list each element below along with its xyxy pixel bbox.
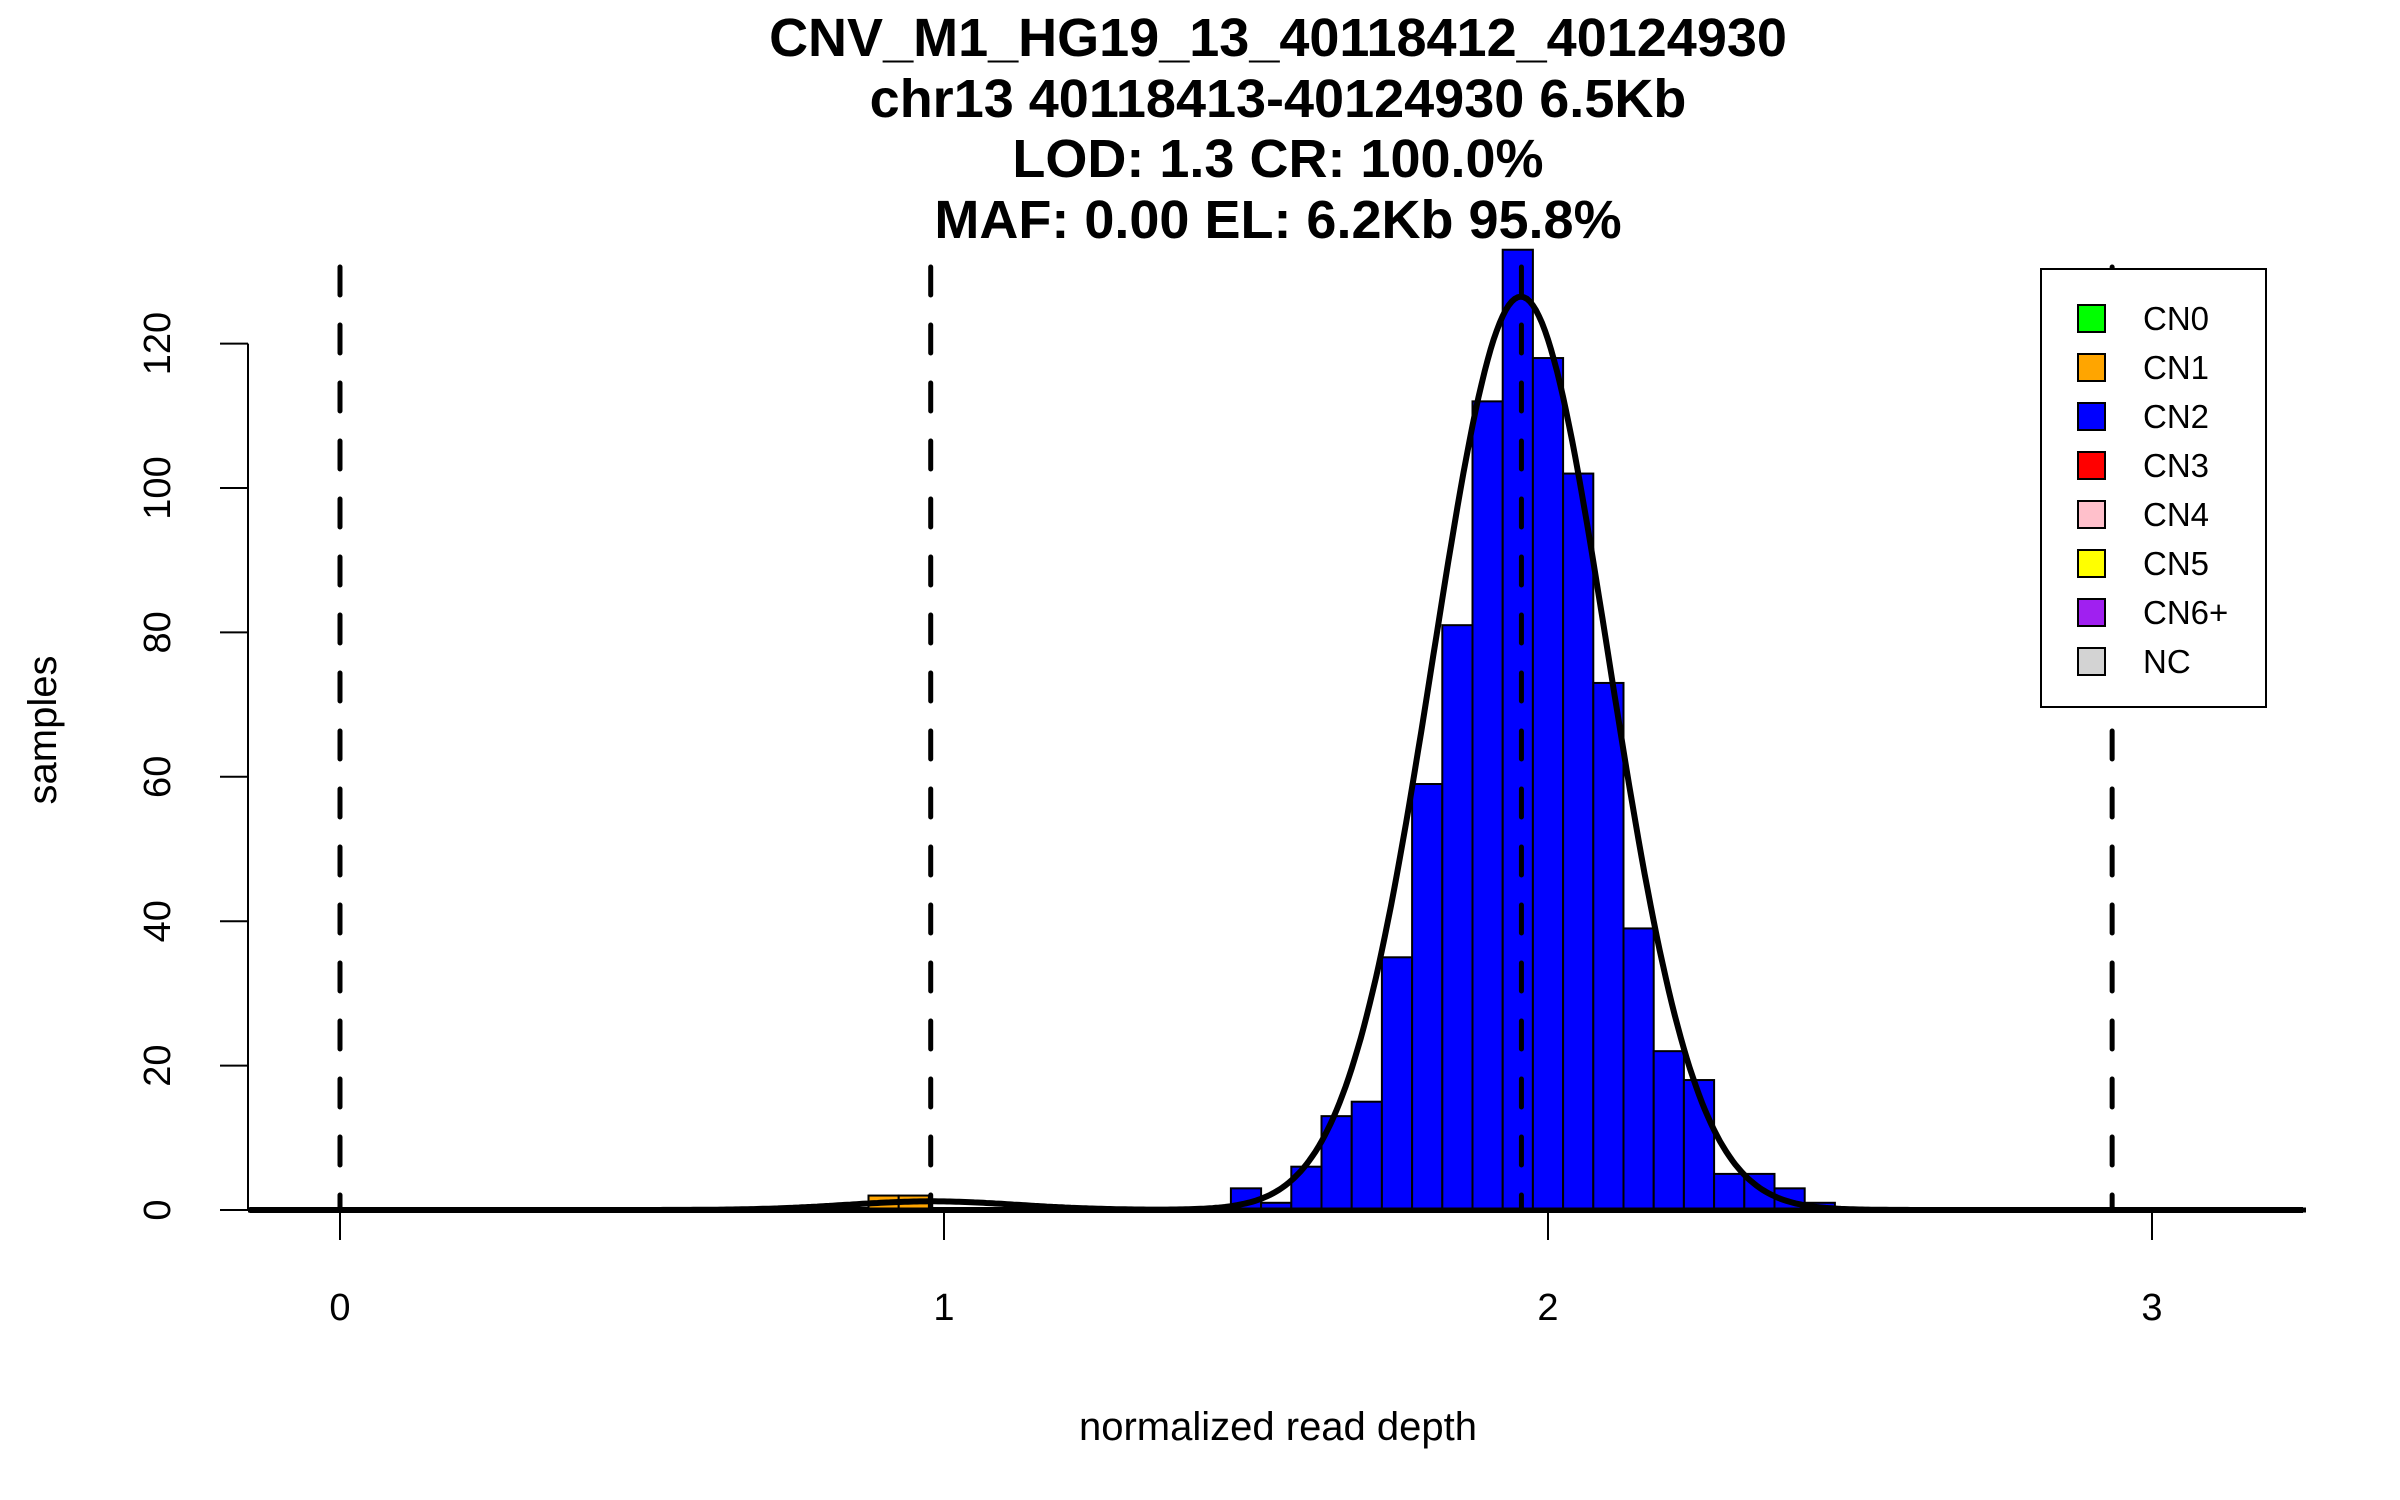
y-tick-label: 60 xyxy=(137,756,179,798)
x-tick-label: 3 xyxy=(2141,1287,2162,1329)
y-tick-label: 100 xyxy=(137,456,179,519)
legend-swatch-cn4 xyxy=(2077,500,2106,529)
bar-cn2 xyxy=(1380,956,1414,1211)
legend-swatch-nc xyxy=(2077,647,2106,676)
bar-cn2 xyxy=(1562,472,1595,1211)
y-tick-label: 0 xyxy=(137,1199,179,1220)
title-line-3: LOD: 1.3 CR: 100.0% xyxy=(1012,129,1543,189)
bar-cn2 xyxy=(1501,248,1534,1212)
x-tick-label: 0 xyxy=(329,1287,350,1329)
title-line-4: MAF: 0.00 EL: 6.2Kb 95.8% xyxy=(934,190,1621,250)
chart-title: CNV_M1_HG19_13_40118412_40124930 chr13 4… xyxy=(769,8,1787,250)
bar-cn2 xyxy=(1350,1100,1383,1211)
legend-label: NC xyxy=(2143,643,2191,680)
legend-swatch-cn2 xyxy=(2077,402,2106,431)
bar-cn2 xyxy=(1622,927,1655,1211)
y-axis: 0 20 40 60 80 100 120 xyxy=(137,312,249,1221)
legend-label: CN2 xyxy=(2143,398,2209,435)
y-tick-label: 40 xyxy=(137,900,179,942)
title-line-2: chr13 40118413-40124930 6.5Kb xyxy=(870,69,1687,129)
bar-cn2 xyxy=(1592,681,1625,1211)
bar-cn2 xyxy=(1471,400,1504,1211)
threshold-lines xyxy=(337,264,2115,1213)
legend-label: CN3 xyxy=(2143,447,2209,484)
legend-swatch-cn5 xyxy=(2077,549,2106,578)
x-axis: 0 1 2 3 xyxy=(329,1210,2163,1329)
x-tick-label: 1 xyxy=(933,1287,954,1329)
y-tick-label: 120 xyxy=(137,312,179,375)
legend: CN0 CN1 CN2 CN3 CN4 CN5 CN6+ NC xyxy=(2040,268,2267,708)
legend-label: CN1 xyxy=(2143,349,2209,386)
legend-label: CN0 xyxy=(2143,300,2209,337)
legend-swatch-cn0 xyxy=(2077,304,2106,333)
legend-label: CN5 xyxy=(2143,545,2209,582)
bar-cn2 xyxy=(1411,783,1444,1212)
bar-cn2 xyxy=(1713,1172,1746,1212)
fit-curve xyxy=(249,293,2303,1213)
legend-swatch-cn1 xyxy=(2077,353,2106,382)
legend-box xyxy=(2040,268,2267,708)
legend-label: CN6+ xyxy=(2143,594,2228,631)
y-tick-label: 80 xyxy=(137,611,179,653)
x-tick-label: 2 xyxy=(1537,1287,1558,1329)
title-line-1: CNV_M1_HG19_13_40118412_40124930 xyxy=(769,8,1787,68)
bar-cn2 xyxy=(1531,357,1565,1212)
legend-label: CN4 xyxy=(2143,496,2209,533)
legend-swatch-cn3 xyxy=(2077,451,2106,480)
y-axis-label: samples xyxy=(21,656,65,805)
y-tick-label: 20 xyxy=(137,1044,179,1086)
bar-cn2 xyxy=(1441,624,1474,1211)
bar-cn2 xyxy=(1652,1050,1685,1212)
legend-swatch-cn6plus xyxy=(2077,598,2106,627)
x-axis-label: normalized read depth xyxy=(1079,1405,1477,1449)
